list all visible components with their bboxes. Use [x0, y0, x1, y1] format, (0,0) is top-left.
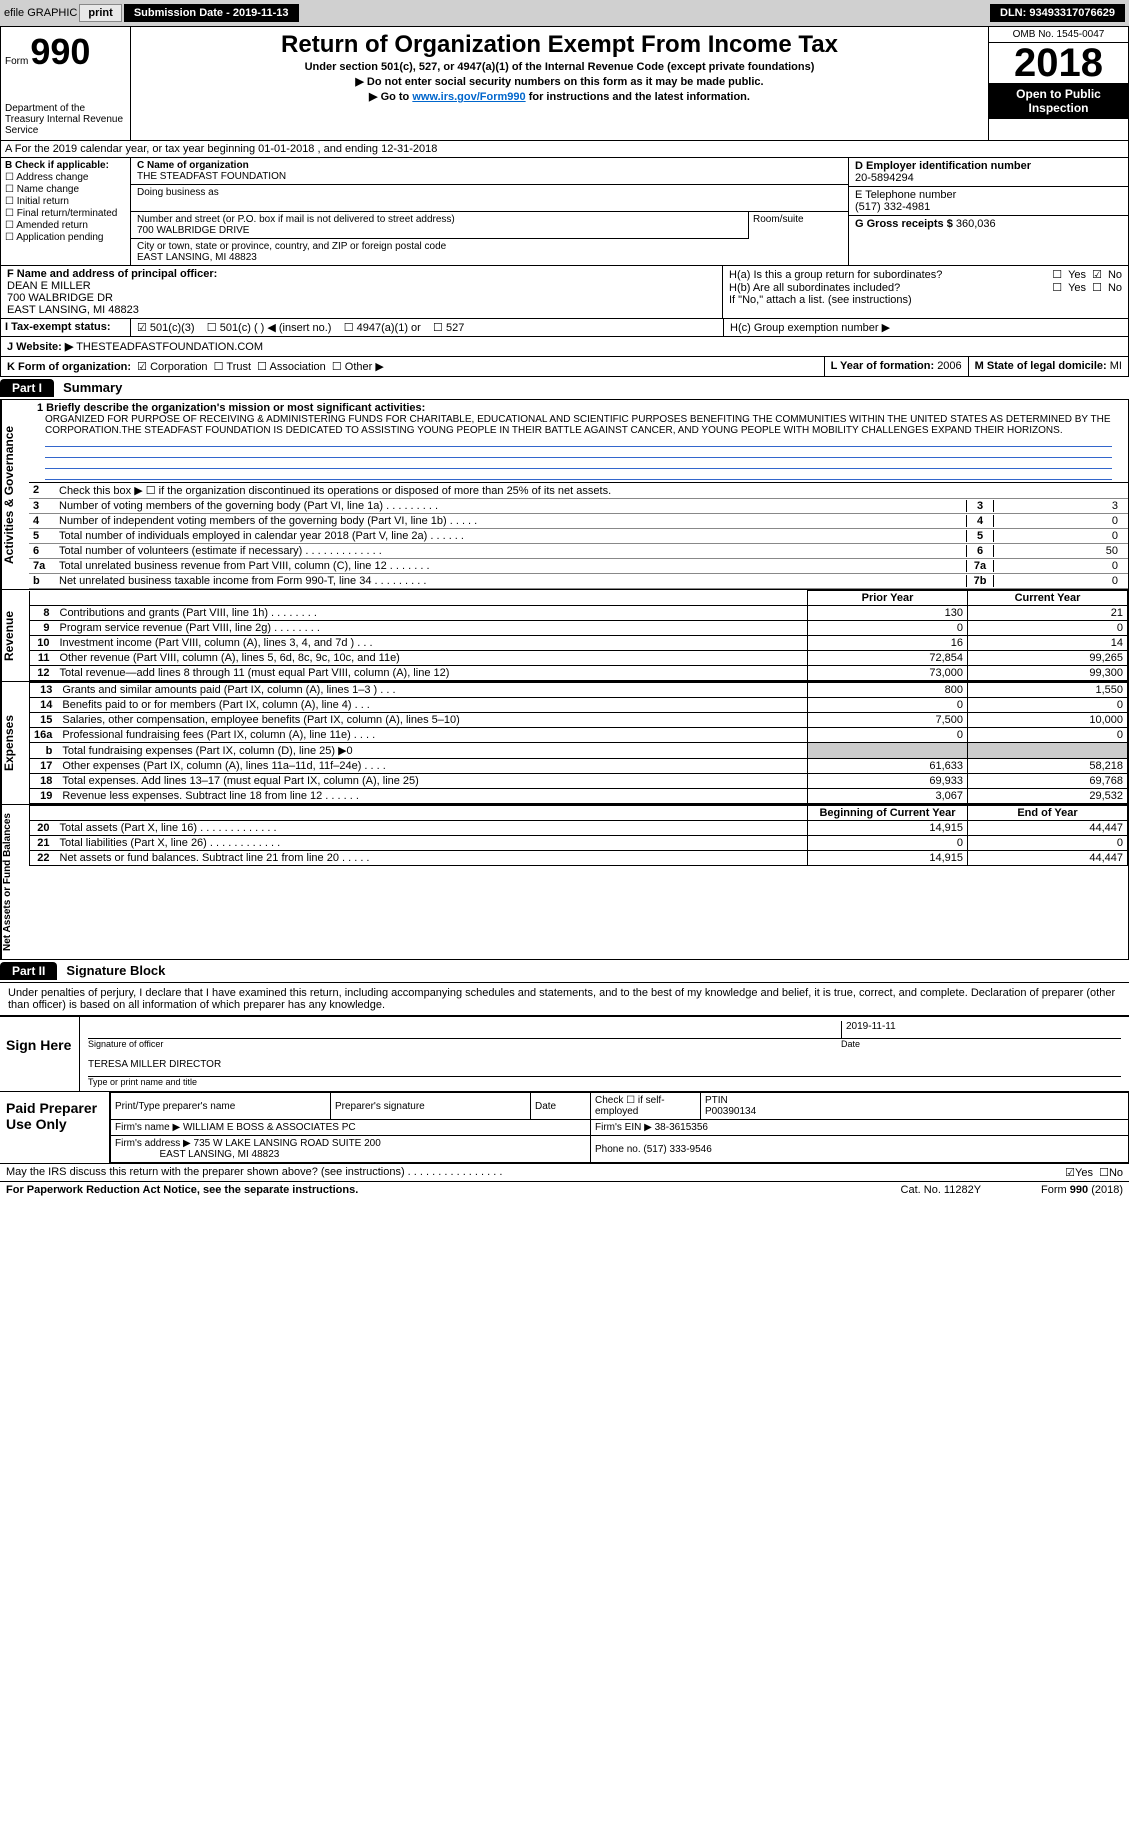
table-row: 10Investment income (Part VIII, column (… — [30, 636, 1128, 651]
form-title: Return of Organization Exempt From Incom… — [139, 31, 980, 59]
right-column: D Employer identification number 20-5894… — [848, 158, 1128, 265]
table-row: 8Contributions and grants (Part VIII, li… — [30, 606, 1128, 621]
table-row: 16aProfessional fundraising fees (Part I… — [30, 728, 1128, 743]
cb-name[interactable]: ☐ Name change — [5, 184, 126, 195]
preparer-block: Paid Preparer Use Only Print/Type prepar… — [0, 1091, 1129, 1163]
form-footer: Form 990 (2018) — [1041, 1184, 1123, 1196]
gross-receipts: 360,036 — [956, 218, 996, 230]
submission-date: Submission Date - 2019-11-13 — [124, 4, 299, 22]
form-number: 990 — [30, 31, 90, 73]
cb-pending[interactable]: ☐ Application pending — [5, 232, 126, 243]
ein: 20-5894294 — [855, 172, 1122, 184]
table-row: 20Total assets (Part X, line 16) . . . .… — [30, 821, 1128, 836]
dept-label: Department of the Treasury Internal Reve… — [5, 103, 126, 136]
print-button[interactable]: print — [79, 4, 121, 22]
org-street: 700 WALBRIDGE DRIVE — [137, 225, 742, 236]
row-a: A For the 2019 calendar year, or tax yea… — [0, 141, 1129, 158]
form-header-right: OMB No. 1545-0047 2018 Open to Public In… — [988, 27, 1128, 140]
form-header: Form 990 Department of the Treasury Inte… — [0, 26, 1129, 141]
cb-final[interactable]: ☐ Final return/terminated — [5, 208, 126, 219]
form-header-left: Form 990 Department of the Treasury Inte… — [1, 27, 131, 140]
table-row: 15Salaries, other compensation, employee… — [30, 713, 1128, 728]
part-ii-header: Part II — [0, 962, 57, 980]
tax-status-row: I Tax-exempt status: ☑ 501(c)(3) ☐ 501(c… — [0, 319, 1129, 337]
irs-link[interactable]: www.irs.gov/Form990 — [412, 91, 525, 103]
table-row: bTotal fundraising expenses (Part IX, co… — [30, 743, 1128, 759]
summary-line: 5Total number of individuals employed in… — [29, 529, 1128, 544]
table-row: 22Net assets or fund balances. Subtract … — [30, 851, 1128, 866]
table-row: 11Other revenue (Part VIII, column (A), … — [30, 651, 1128, 666]
governance-section: Activities & Governance 1 Briefly descri… — [0, 400, 1129, 590]
table-row: 14Benefits paid to or for members (Part … — [30, 698, 1128, 713]
efile-label: efile GRAPHIC — [4, 7, 77, 19]
mission-text: ORGANIZED FOR PURPOSE OF RECEIVING & ADM… — [37, 414, 1120, 436]
k-row: K Form of organization: ☑ Corporation ☐ … — [0, 357, 1129, 377]
section-f: F Name and address of principal officer:… — [1, 266, 723, 318]
table-row: 17Other expenses (Part IX, column (A), l… — [30, 759, 1128, 774]
entity-grid: B Check if applicable: ☐ Address change … — [0, 158, 1129, 266]
perjury-text: Under penalties of perjury, I declare th… — [0, 983, 1129, 1015]
open-public: Open to Public Inspection — [989, 83, 1128, 119]
website-row: J Website: ▶ THESTEADFASTFOUNDATION.COM — [0, 337, 1129, 357]
expenses-section: Expenses 13Grants and similar amounts pa… — [0, 682, 1129, 805]
section-h: H(a) Is this a group return for subordin… — [723, 266, 1128, 318]
revenue-section: Revenue Prior Year Current Year 8Contrib… — [0, 590, 1129, 682]
form-label: Form — [5, 56, 28, 67]
summary-line: bNet unrelated business taxable income f… — [29, 574, 1128, 589]
org-name: THE STEADFAST FOUNDATION — [137, 171, 842, 182]
form-header-center: Return of Organization Exempt From Incom… — [131, 27, 988, 140]
table-row: 18Total expenses. Add lines 13–17 (must … — [30, 774, 1128, 789]
summary-line: 7aTotal unrelated business revenue from … — [29, 559, 1128, 574]
dln: DLN: 93493317076629 — [990, 4, 1125, 22]
cb-address[interactable]: ☐ Address change — [5, 172, 126, 183]
table-row: 19Revenue less expenses. Subtract line 1… — [30, 789, 1128, 804]
part-i-header: Part I — [0, 379, 54, 397]
f-h-row: F Name and address of principal officer:… — [0, 266, 1129, 319]
cb-initial[interactable]: ☐ Initial return — [5, 196, 126, 207]
phone: (517) 332-4981 — [855, 201, 1122, 213]
cb-amended[interactable]: ☐ Amended return — [5, 220, 126, 231]
section-b: B Check if applicable: ☐ Address change … — [1, 158, 131, 265]
sign-block: Sign Here 2019-11-11 Signature of office… — [0, 1015, 1129, 1091]
goto-line: ▶ Go to www.irs.gov/Form990 for instruct… — [139, 90, 980, 103]
summary-line: 3Number of voting members of the governi… — [29, 499, 1128, 514]
table-row: 21Total liabilities (Part X, line 26) . … — [30, 836, 1128, 851]
may-irs-row: May the IRS discuss this return with the… — [0, 1163, 1129, 1181]
tax-year: 2018 — [989, 43, 1128, 83]
website: THESTEADFASTFOUNDATION.COM — [76, 341, 263, 353]
table-row: 13Grants and similar amounts paid (Part … — [30, 683, 1128, 698]
header-bar: efile GRAPHIC print Submission Date - 20… — [0, 0, 1129, 26]
table-row: 12Total revenue—add lines 8 through 11 (… — [30, 666, 1128, 681]
summary-line: 6Total number of volunteers (estimate if… — [29, 544, 1128, 559]
section-c: C Name of organization THE STEADFAST FOU… — [131, 158, 848, 265]
netassets-section: Net Assets or Fund Balances Beginning of… — [0, 805, 1129, 960]
org-city: EAST LANSING, MI 48823 — [137, 252, 842, 263]
form-subtitle: Under section 501(c), 527, or 4947(a)(1)… — [139, 61, 980, 73]
summary-line: 4Number of independent voting members of… — [29, 514, 1128, 529]
table-row: 9Program service revenue (Part VIII, lin… — [30, 621, 1128, 636]
ssn-warning: ▶ Do not enter social security numbers o… — [139, 75, 980, 88]
